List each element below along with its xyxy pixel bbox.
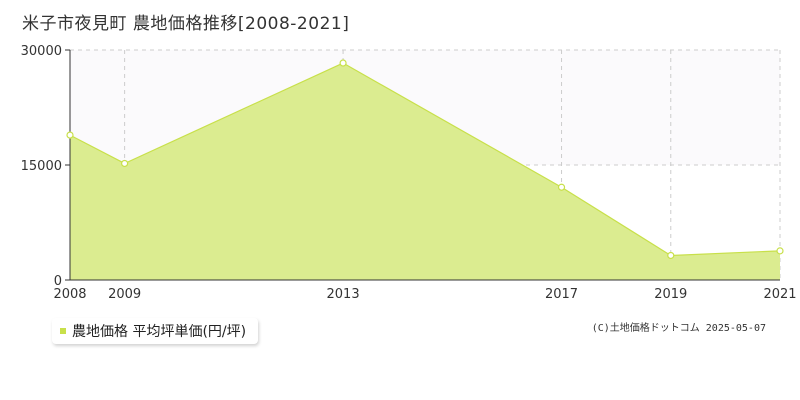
area-chart: 0 15000 30000 2008 2009 2013 2017 2019 2021 <box>21 44 797 302</box>
x-tick-label: 2021 <box>763 287 796 302</box>
data-point <box>667 251 675 260</box>
series-area <box>70 63 780 281</box>
legend-label: 農地価格 平均坪単価(円/坪) <box>72 324 247 340</box>
x-tick-label: 2008 <box>53 287 86 302</box>
y-tick-label: 15000 <box>21 159 62 174</box>
copyright-text: (C)土地価格ドットコム 2025-05-07 <box>591 323 766 334</box>
y-tick-label: 0 <box>54 274 62 289</box>
chart-title: 米子市夜見町 農地価格推移[2008-2021] <box>22 14 350 34</box>
y-tick-label: 30000 <box>21 44 62 59</box>
data-point <box>776 247 784 255</box>
x-tick-label: 2019 <box>654 287 687 302</box>
data-point <box>557 183 566 191</box>
series-line <box>69 62 781 257</box>
legend-swatch <box>60 328 66 334</box>
legend: 農地価格 平均坪単価(円/坪) <box>52 318 259 344</box>
data-point <box>339 59 347 67</box>
x-tick-label: 2017 <box>545 287 578 302</box>
x-tick-label: 2013 <box>327 287 360 302</box>
x-tick-label: 2009 <box>108 287 141 302</box>
data-point <box>66 131 74 139</box>
data-point <box>121 159 129 168</box>
